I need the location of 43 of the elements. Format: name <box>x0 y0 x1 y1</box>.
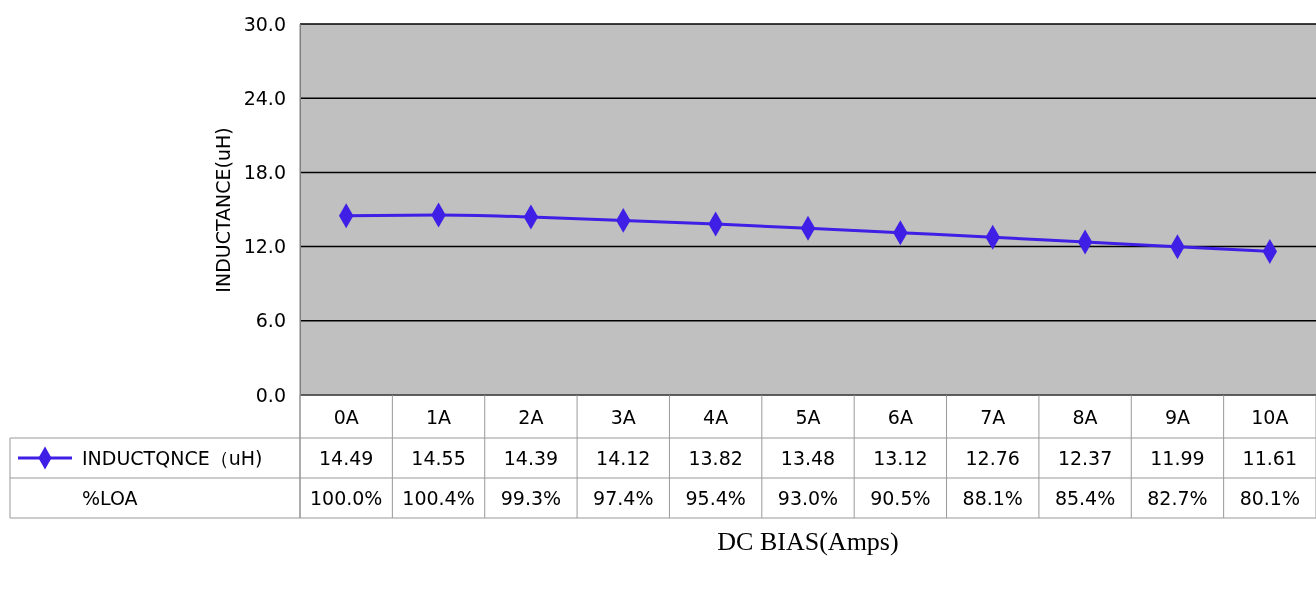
text: 90.5% <box>870 487 931 509</box>
text: 93.0% <box>777 487 839 509</box>
legend-label: INDUCTQNCE（uH) <box>82 447 263 469</box>
text: 97.4% <box>593 487 654 509</box>
text: 100.4% <box>402 487 475 509</box>
x-tick-label: 6A <box>887 405 913 428</box>
y-tick-label: 24.0 <box>243 86 286 109</box>
data-label: 14.55 <box>411 447 466 469</box>
data-label: 14.49 <box>318 447 374 469</box>
x-tick-label: 7A <box>980 405 1006 428</box>
y-axis-title: INDUCTANCE(uH) <box>212 127 234 293</box>
text: 88.1% <box>962 487 1023 509</box>
data-label: 13.82 <box>688 447 743 469</box>
x-tick-label: 9A <box>1164 405 1190 428</box>
x-tick-label: 3A <box>610 405 636 428</box>
y-tick-label: 18.0 <box>243 160 286 183</box>
data-label: 11.99 <box>1150 447 1205 469</box>
x-tick-label: 5A <box>795 405 821 428</box>
data-label: 12.76 <box>965 447 1020 469</box>
y-tick-label: 0.0 <box>255 383 286 406</box>
y-tick-label: 6.0 <box>255 309 286 332</box>
x-tick-label: 2A <box>518 405 544 428</box>
x-tick-label: 8A <box>1072 405 1098 428</box>
x-tick-label: 0A <box>333 405 359 428</box>
data-label: 14.12 <box>596 447 651 469</box>
data-label: 14.39 <box>503 447 559 469</box>
x-tick-label: 10A <box>1251 405 1289 428</box>
text: 99.3% <box>500 487 562 509</box>
text: 100.0% <box>309 487 383 509</box>
y-tick-label: 12.0 <box>243 235 286 258</box>
x-tick-label: 4A <box>703 405 729 428</box>
text: 85.4% <box>1054 487 1116 509</box>
data-label: 13.48 <box>780 447 836 469</box>
text: 95.4% <box>685 487 746 509</box>
y-tick-label: 30.0 <box>243 12 286 35</box>
data-label: 12.37 <box>1057 447 1113 469</box>
text: 82.7% <box>1147 487 1208 509</box>
x-tick-label: 1A <box>426 405 452 428</box>
data-label: 11.61 <box>1242 447 1298 469</box>
text: %LOA <box>82 487 138 509</box>
text: 80.1% <box>1239 487 1300 509</box>
x-axis-title: DC BIAS(Amps) <box>717 527 899 556</box>
data-label: 13.12 <box>873 447 928 469</box>
